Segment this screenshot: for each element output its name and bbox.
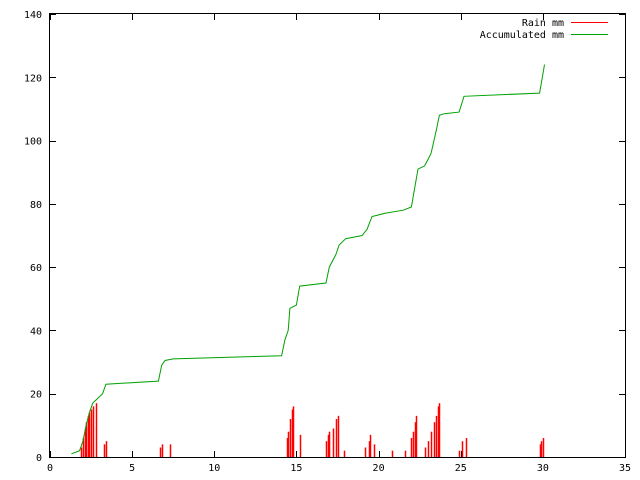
accumulated-series-line xyxy=(71,64,545,455)
y-tick-label: 20 xyxy=(30,390,42,401)
x-tick-label: 5 xyxy=(129,463,135,474)
y-tick-label: 100 xyxy=(24,137,42,148)
legend-label-accumulated: Accumulated mm xyxy=(480,30,564,41)
y-tick-label: 0 xyxy=(36,453,42,464)
y-tick-label: 60 xyxy=(30,263,42,274)
x-tick-label: 30 xyxy=(537,463,549,474)
y-tick-label: 120 xyxy=(24,73,42,84)
x-tick-label: 10 xyxy=(208,463,220,474)
plot-frame xyxy=(49,13,626,458)
y-tick-label: 80 xyxy=(30,200,42,211)
x-tick-label: 35 xyxy=(619,463,631,474)
legend-label-rain: Rain mm xyxy=(522,18,564,29)
y-tick-label: 140 xyxy=(24,10,42,21)
x-tick-label: 0 xyxy=(47,463,53,474)
rain-series xyxy=(80,403,545,457)
x-tick-label: 25 xyxy=(455,463,467,474)
axis-ticks: 0 5 10 15 20 25 30 35 0 20 40 60 80 100 120 140 xyxy=(24,10,631,474)
legend: Rain mm Accumulated mm xyxy=(480,18,608,41)
y-tick-label: 40 xyxy=(30,326,42,337)
x-tick-label: 15 xyxy=(290,463,302,474)
x-tick-label: 20 xyxy=(373,463,385,474)
